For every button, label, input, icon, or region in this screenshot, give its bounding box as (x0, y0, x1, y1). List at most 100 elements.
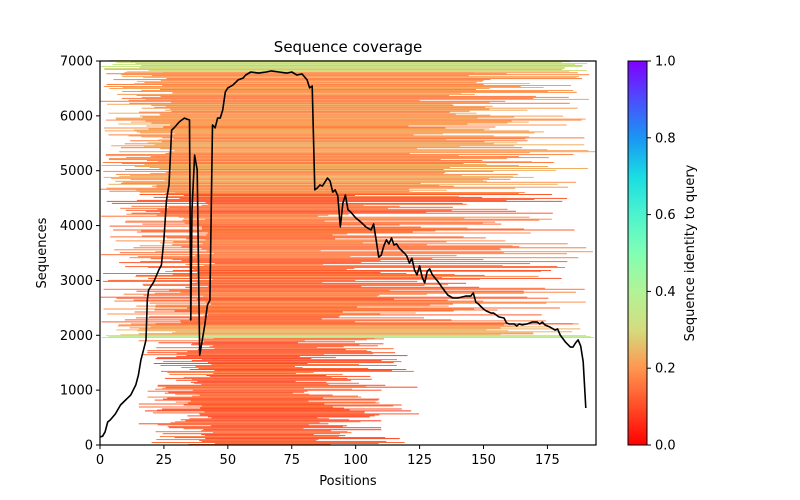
heatmap-row (142, 223, 502, 225)
heatmap-row (150, 326, 548, 328)
heatmap-row (139, 328, 581, 330)
heatmap-row (201, 434, 314, 436)
heatmap-row (199, 394, 333, 396)
heatmap-row (204, 411, 365, 413)
heatmap-row (162, 433, 340, 435)
heatmap-row (138, 423, 329, 425)
heatmap-row (121, 74, 590, 76)
heatmap-row (183, 217, 465, 219)
heatmap-row (100, 188, 410, 190)
heatmap-row (201, 430, 332, 432)
heatmap-row (165, 171, 446, 173)
heatmap-row (207, 203, 467, 205)
heatmap-row (155, 304, 430, 306)
heatmap-row (101, 337, 594, 338)
colorbar (627, 60, 648, 446)
heatmap-row (102, 162, 554, 163)
heatmap-row (151, 122, 508, 124)
heatmap-row (203, 265, 503, 267)
heatmap-row (181, 260, 381, 262)
heatmap-row (154, 309, 498, 311)
heatmap-row (175, 393, 310, 395)
heatmap-row (104, 130, 529, 132)
x-tick-label: 150 (471, 453, 496, 468)
heatmap-row (160, 148, 418, 150)
y-tick-label: 5000 (60, 164, 93, 179)
heatmap-row (143, 146, 460, 148)
heatmap-row (122, 87, 544, 88)
heatmap-row (178, 216, 530, 218)
heatmap-row (214, 370, 392, 371)
heatmap-row (194, 382, 359, 384)
heatmap-row (122, 76, 579, 78)
heatmap-row (172, 92, 462, 94)
heatmap-row (126, 157, 549, 159)
heatmap-row (103, 170, 494, 172)
heatmap-row (122, 91, 548, 92)
heatmap-row (157, 357, 336, 359)
heatmap-row (124, 319, 452, 321)
coverage-line (99, 70, 587, 438)
heatmap-row (120, 334, 501, 336)
heatmap-row (110, 236, 464, 238)
x-tick-label: 100 (343, 453, 368, 468)
heatmap-row (160, 80, 484, 82)
colorbar-label: Sequence identity to query (683, 164, 698, 341)
heatmap-row (189, 418, 330, 420)
heatmap-row (214, 443, 379, 444)
heatmap-row (136, 305, 449, 307)
heatmap-row (183, 404, 402, 406)
heatmap-row (191, 344, 360, 346)
heatmap-row (201, 248, 500, 250)
heatmap-row (165, 105, 493, 107)
heatmap-row (155, 431, 348, 433)
heatmap-row (162, 387, 304, 389)
heatmap-row (125, 220, 325, 222)
heatmap-row (183, 376, 332, 378)
heatmap-row (139, 115, 564, 117)
coverage-line-layer (99, 70, 587, 438)
heatmap-row (160, 114, 491, 116)
heatmap-row (141, 90, 574, 91)
heatmap-row (171, 169, 557, 171)
heatmap-row (203, 295, 377, 297)
heatmap-row (154, 399, 379, 401)
heatmap-row (129, 327, 501, 329)
heatmap-row (205, 438, 400, 440)
heatmap-row (203, 315, 341, 317)
heatmap-row (205, 301, 586, 303)
heatmap-row (138, 333, 534, 335)
heatmap-row (108, 279, 356, 281)
heatmap-row (209, 346, 344, 348)
heatmap-row (181, 322, 507, 324)
heatmap-row (139, 406, 333, 408)
heatmap-row (105, 335, 587, 337)
heatmap-row (154, 292, 524, 294)
heatmap-row (120, 207, 388, 209)
heatmap-row (121, 97, 534, 99)
heatmap-row (162, 408, 402, 410)
colorbar-tick-label: 0.4 (655, 285, 676, 300)
heatmap-row (169, 373, 343, 375)
heatmap-row (175, 421, 361, 423)
heatmap-row (126, 213, 349, 215)
heatmap-row (160, 365, 397, 366)
heatmap-row (109, 190, 410, 192)
heatmap-row (106, 200, 563, 202)
heatmap-row (170, 108, 490, 110)
heatmap-row (168, 206, 453, 208)
heatmap-row (155, 323, 573, 325)
heatmap-row (153, 196, 483, 198)
heatmap-row (109, 88, 490, 89)
heatmap-row (180, 320, 546, 322)
heatmap-row (186, 238, 336, 240)
heatmap-row (164, 392, 293, 394)
heatmap-row (114, 249, 502, 251)
heatmap-row (136, 199, 507, 201)
heatmap-row (193, 269, 347, 270)
heatmap-row (171, 332, 533, 334)
heatmap-row (184, 222, 483, 224)
heatmap-row (161, 141, 485, 143)
heatmap-row (148, 70, 587, 71)
